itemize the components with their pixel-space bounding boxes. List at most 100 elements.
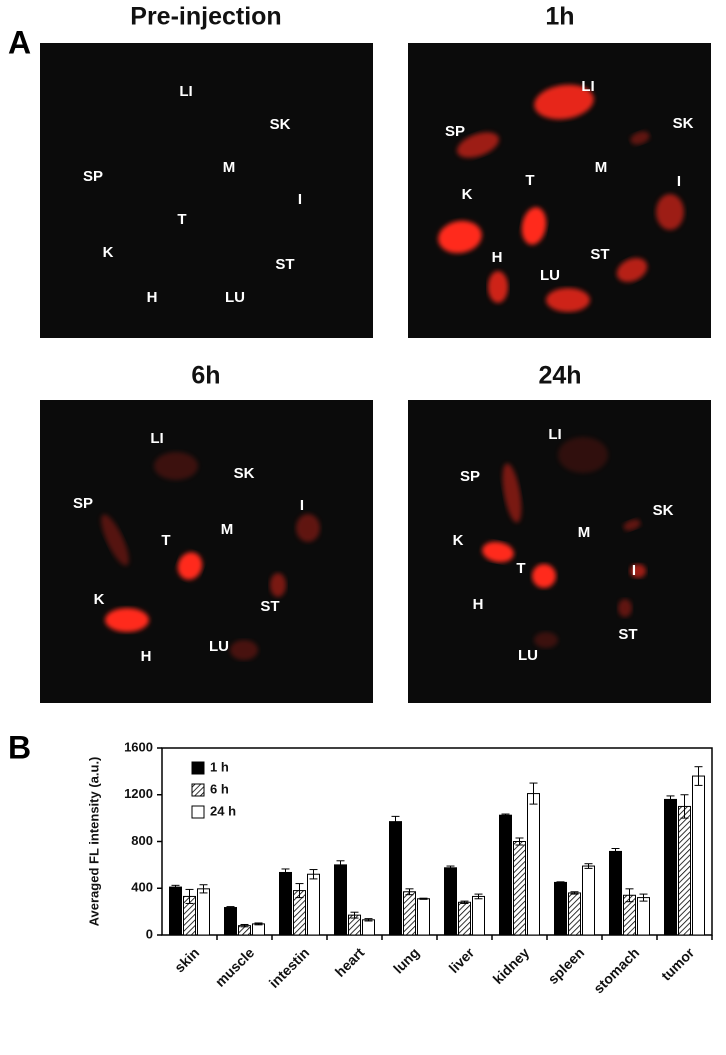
organ-label: M	[595, 159, 608, 176]
organ-signal	[177, 552, 203, 580]
image-title: 24h	[538, 362, 581, 390]
error-bar	[226, 906, 235, 909]
bar	[169, 886, 182, 936]
bar	[389, 821, 402, 936]
organ-label: ST	[618, 626, 637, 643]
x-tick-label: spleen	[545, 944, 588, 987]
error-bar	[529, 782, 538, 805]
image-title: 1h	[545, 3, 574, 31]
bar	[279, 871, 292, 936]
organ-label: H	[147, 289, 158, 306]
x-tick-label: skin	[171, 944, 202, 975]
organ-label: T	[525, 172, 534, 189]
legend-swatch	[191, 783, 205, 797]
organ-label: ST	[260, 598, 279, 615]
organ-label: ST	[590, 246, 609, 263]
x-tick-label: stomach	[590, 944, 642, 996]
organ-label: K	[462, 186, 473, 203]
organ-label: M	[223, 159, 236, 176]
organ-label: SP	[83, 168, 103, 185]
bar	[664, 798, 677, 936]
organ-label: LI	[150, 430, 163, 447]
x-tick-label: intestin	[266, 944, 313, 991]
organ-label: H	[492, 249, 503, 266]
organ-signal	[502, 463, 522, 523]
organ-signal	[630, 564, 646, 578]
organ-signal	[618, 599, 632, 617]
organ-label: SK	[234, 465, 255, 482]
bar	[417, 898, 430, 936]
error-bar	[680, 794, 689, 819]
organ-signal	[154, 452, 198, 480]
organ-label: T	[516, 560, 525, 577]
bar	[224, 907, 237, 936]
organ-label: SK	[673, 115, 694, 132]
y-tick-label: 1600	[124, 739, 153, 754]
organ-label: H	[473, 596, 484, 613]
organ-signal	[101, 514, 129, 566]
error-bar	[584, 863, 593, 869]
bar	[568, 892, 581, 936]
error-bar	[185, 888, 194, 904]
y-axis-title: Averaged FL intensity (a.u.)	[86, 757, 101, 927]
error-bar	[460, 900, 469, 904]
organ-signal	[616, 257, 648, 283]
organ-signal	[488, 271, 508, 303]
error-bar	[666, 795, 675, 804]
organ-label: I	[300, 497, 304, 514]
panel-label: A	[8, 24, 31, 60]
error-bar	[171, 884, 180, 890]
fluorescence-image	[408, 400, 711, 703]
error-bar	[625, 888, 634, 903]
organ-signal	[482, 541, 514, 563]
organ-label: SP	[445, 123, 465, 140]
x-tick-label: muscle	[212, 944, 258, 990]
organ-signal	[532, 564, 556, 588]
error-bar	[391, 815, 400, 828]
error-bar	[364, 918, 373, 922]
organ-label: LU	[225, 289, 245, 306]
bar	[527, 793, 540, 936]
y-tick-label: 1200	[124, 786, 153, 801]
organ-label: K	[453, 532, 464, 549]
legend-swatch	[191, 761, 205, 775]
organ-signal	[521, 207, 547, 245]
organ-signal	[456, 132, 500, 158]
error-bar	[446, 865, 455, 871]
organ-label: I	[677, 173, 681, 190]
error-bar	[336, 860, 345, 870]
organ-label: LI	[179, 83, 192, 100]
bar	[444, 867, 457, 936]
bar	[472, 895, 485, 936]
bar	[582, 865, 595, 936]
error-bar	[254, 922, 263, 926]
error-bar	[309, 869, 318, 880]
x-tick-label: liver	[446, 944, 478, 976]
error-bar	[281, 868, 290, 877]
organ-label: SK	[270, 116, 291, 133]
bar	[197, 888, 210, 936]
x-tick-label: heart	[332, 944, 368, 980]
bar	[678, 805, 691, 936]
bar	[334, 864, 347, 936]
organ-label: SK	[653, 502, 674, 519]
y-tick-label: 800	[131, 833, 153, 848]
bar	[307, 873, 320, 936]
error-bar	[556, 881, 565, 884]
bar	[252, 923, 265, 936]
organ-label: K	[94, 591, 105, 608]
organ-label: I	[632, 562, 636, 579]
organ-signal	[296, 514, 320, 542]
organ-signal	[105, 608, 149, 632]
bar	[637, 897, 650, 936]
organ-signal	[656, 194, 684, 230]
error-bar	[474, 893, 483, 900]
organ-signal	[270, 573, 286, 597]
x-tick-label: tumor	[658, 944, 698, 984]
organ-signal	[230, 640, 258, 660]
error-bar	[639, 893, 648, 902]
legend-label: 6 h	[210, 781, 229, 796]
organ-label: M	[221, 521, 234, 538]
error-bar	[240, 923, 249, 928]
